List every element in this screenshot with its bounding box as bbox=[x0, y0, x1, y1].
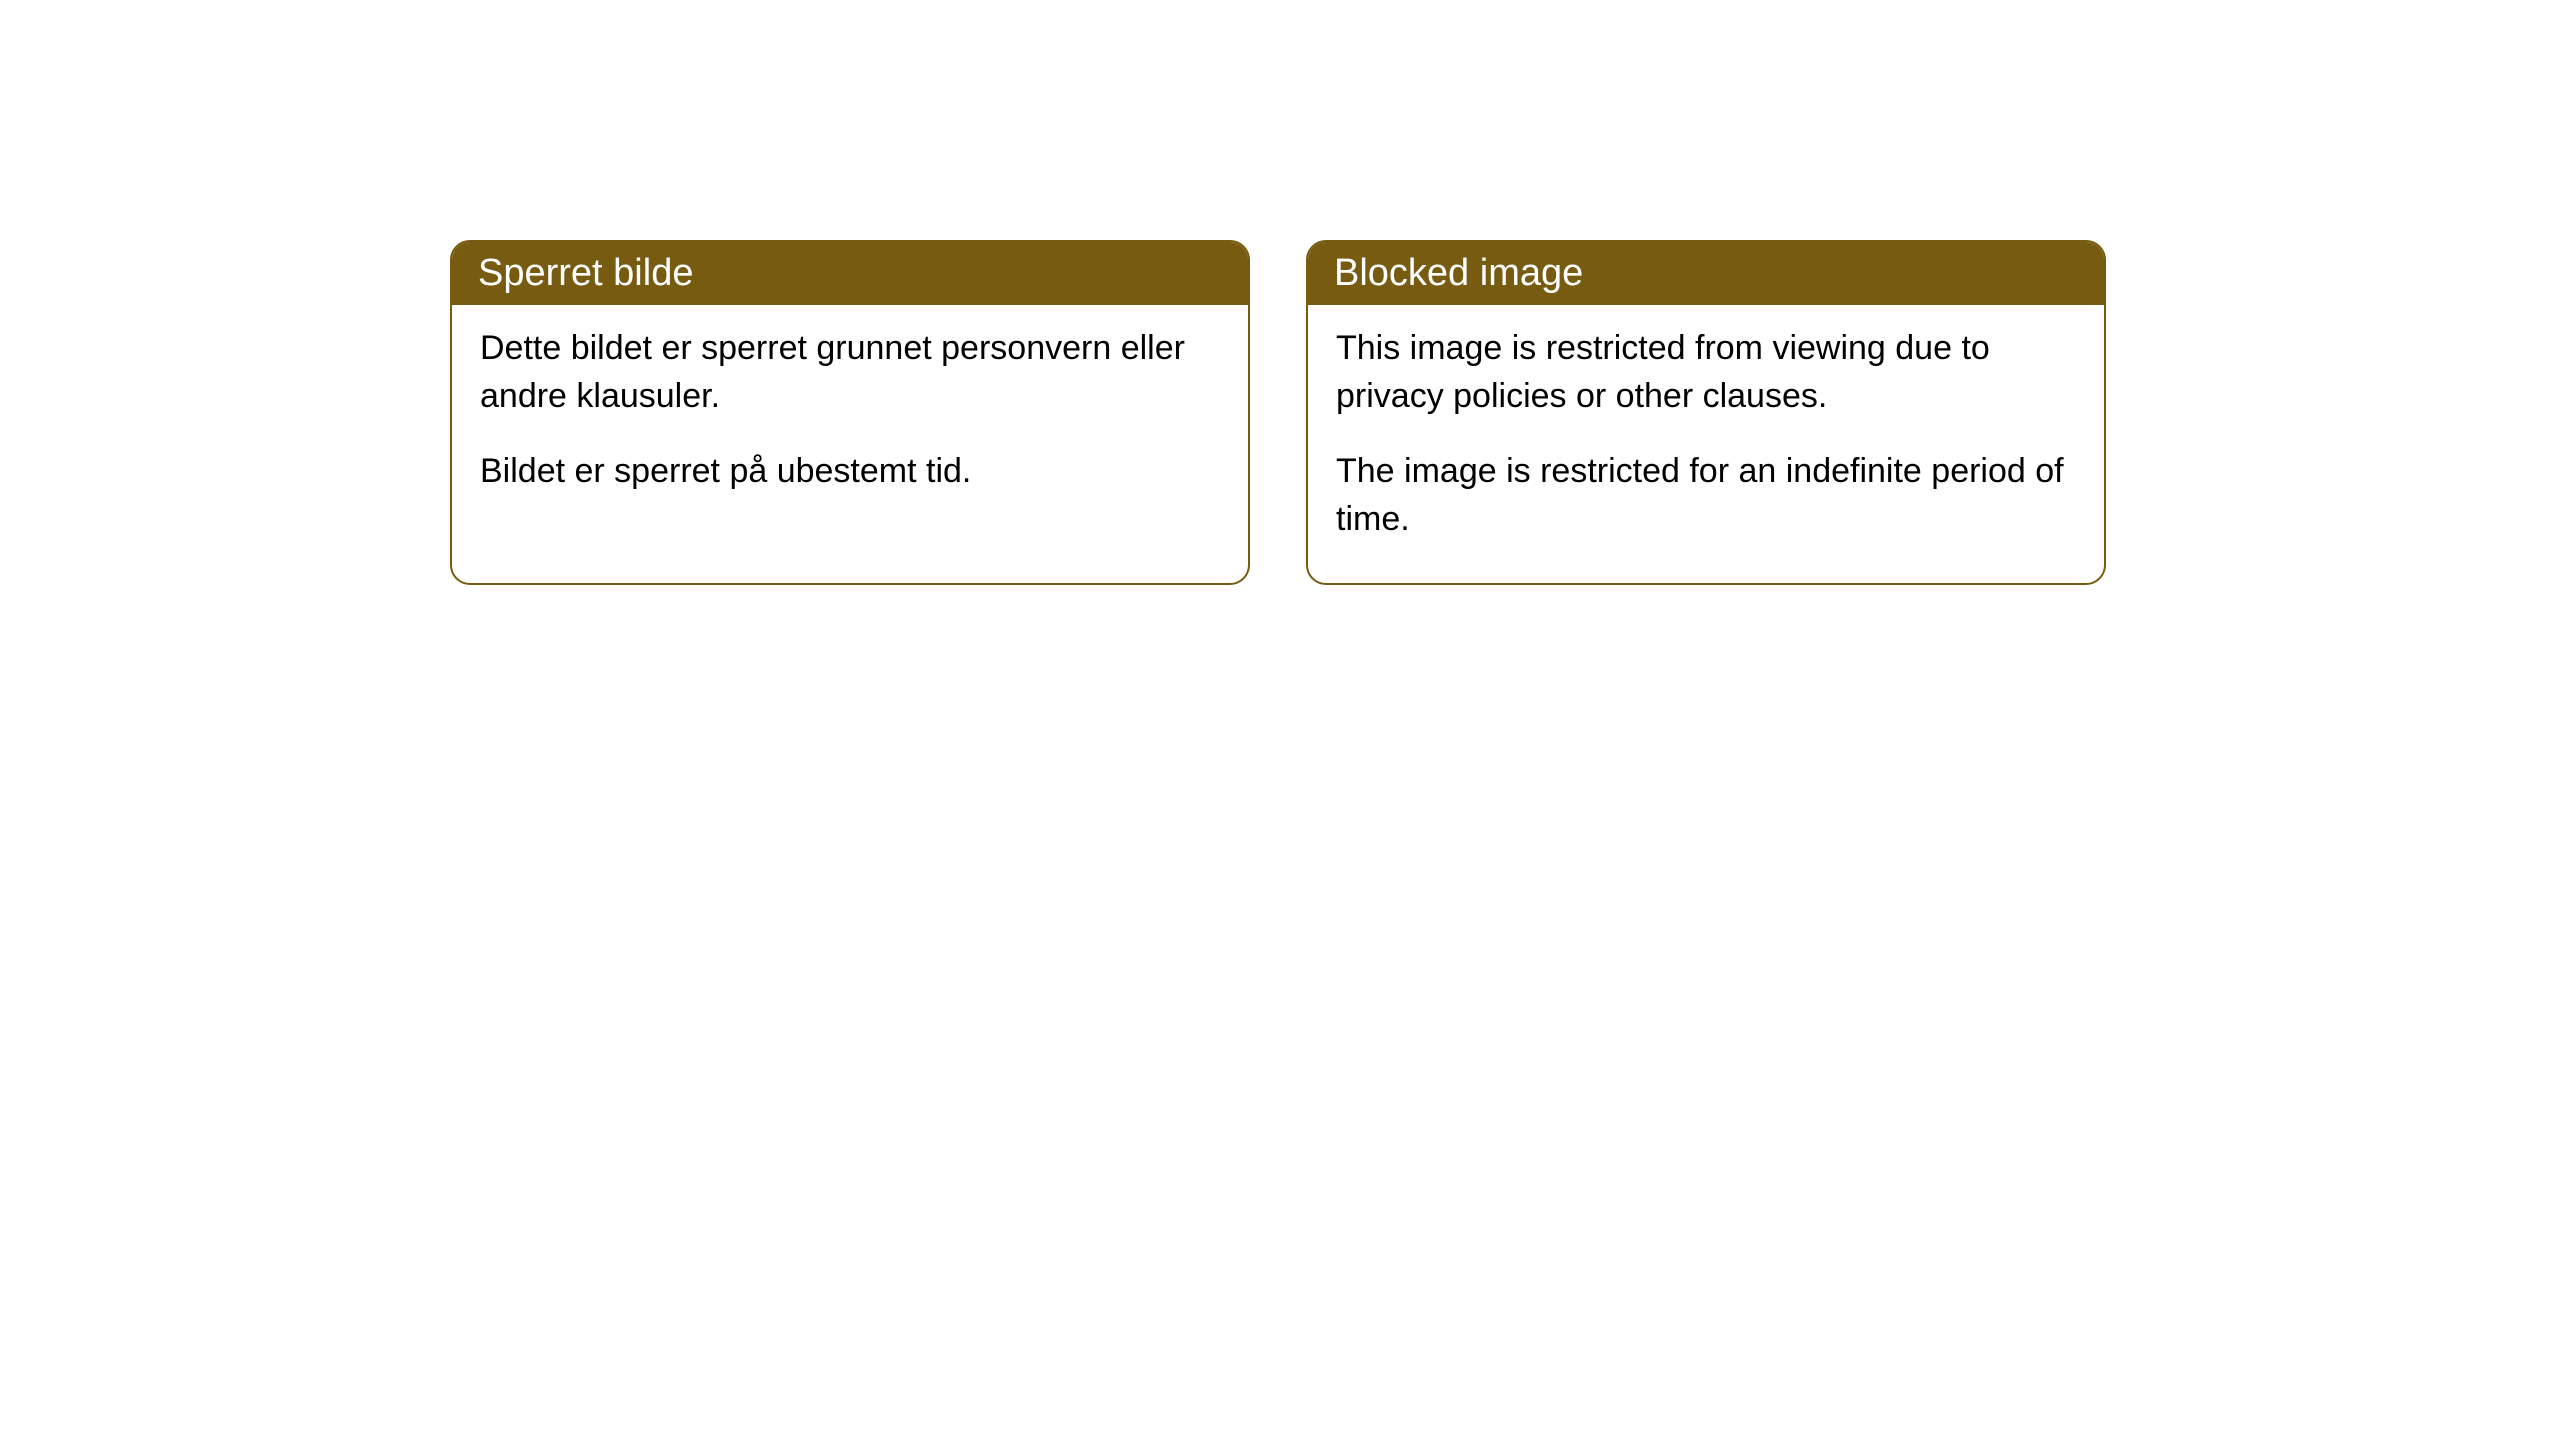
card-body-norwegian: Dette bildet er sperret grunnet personve… bbox=[452, 305, 1248, 536]
cards-container: Sperret bilde Dette bildet er sperret gr… bbox=[0, 0, 2560, 585]
card-paragraph-2: The image is restricted for an indefinit… bbox=[1336, 448, 2076, 543]
card-body-english: This image is restricted from viewing du… bbox=[1308, 305, 2104, 583]
card-paragraph-2: Bildet er sperret på ubestemt tid. bbox=[480, 448, 1220, 496]
card-paragraph-1: Dette bildet er sperret grunnet personve… bbox=[480, 325, 1220, 420]
card-header-english: Blocked image bbox=[1308, 242, 2104, 305]
card-paragraph-1: This image is restricted from viewing du… bbox=[1336, 325, 2076, 420]
card-norwegian: Sperret bilde Dette bildet er sperret gr… bbox=[450, 240, 1250, 585]
card-header-norwegian: Sperret bilde bbox=[452, 242, 1248, 305]
card-english: Blocked image This image is restricted f… bbox=[1306, 240, 2106, 585]
